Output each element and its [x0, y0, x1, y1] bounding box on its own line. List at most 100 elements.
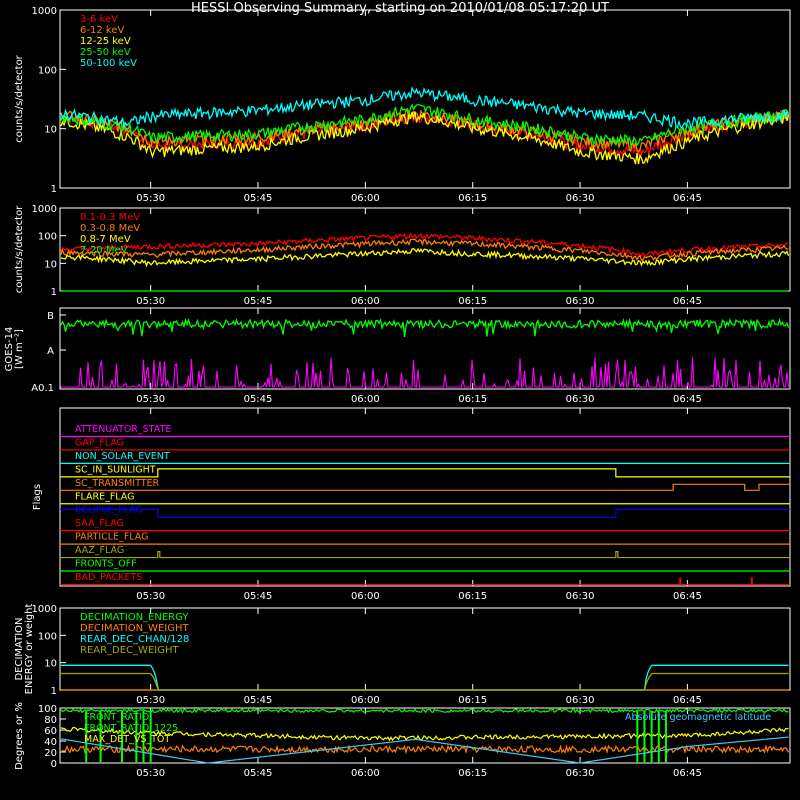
series-line [60, 247, 790, 268]
series-line [61, 664, 789, 691]
y-tick-label: 100 [38, 704, 57, 715]
legend-entry: 12-25 keV [80, 36, 131, 47]
y-tick-label: 100 [38, 631, 57, 642]
y-tick-label: 100 [38, 65, 57, 76]
y-tick-label: 20 [44, 748, 57, 759]
y-tick-label: 10 [44, 259, 57, 270]
x-tick-label: 05:45 [244, 296, 273, 307]
goes-green-line [60, 317, 790, 337]
x-tick-label: 05:30 [136, 768, 165, 779]
flag-label: NON_SOLAR_EVENT [75, 451, 170, 462]
y-axis-label: Degrees or % [14, 702, 25, 770]
legend-entry: Absolute geomagnetic latitude [625, 712, 771, 723]
flag-label: FLARE_FLAG [75, 491, 135, 502]
y-tick-label: 60 [44, 726, 57, 737]
series-line [60, 707, 789, 714]
x-tick-label: 06:30 [566, 695, 595, 706]
x-tick-label: 06:00 [351, 296, 380, 307]
legend-entry: FRONT_RATIO_1225 [84, 723, 178, 734]
x-tick-label: 05:30 [136, 296, 165, 307]
x-tick-label: 06:00 [351, 591, 380, 602]
legend-entry: DECIMATION_ENERGY [80, 612, 189, 623]
flag-label: BAD_PACKETS [75, 572, 142, 583]
flag-line [60, 483, 790, 491]
flag-label: ATTENUATOR_STATE [75, 424, 171, 435]
flag-label: FRONTS_OFF [75, 559, 137, 570]
y-tick-label: B [47, 311, 54, 322]
x-tick-label: 06:15 [458, 768, 487, 779]
y-tick-label: 1 [51, 287, 57, 298]
y-tick-label: 0 [51, 759, 57, 770]
y-axis-label: DECIMATION [14, 617, 25, 680]
flag-label: SC_IN_SUNLIGHT [75, 464, 156, 475]
x-tick-label: 06:15 [458, 193, 487, 204]
x-tick-label: 06:00 [351, 193, 380, 204]
y-tick-label: 1 [51, 686, 57, 697]
y-tick-label: A [47, 346, 54, 357]
x-tick-label: 06:45 [673, 394, 702, 405]
x-tick-label: 05:30 [136, 591, 165, 602]
y-tick-label: 10 [44, 659, 57, 670]
legend-entry: 50-100 keV [80, 58, 137, 69]
x-tick-label: 06:15 [458, 296, 487, 307]
x-tick-label: 05:45 [244, 394, 273, 405]
x-tick-label: 06:15 [458, 591, 487, 602]
legend-entry: 6-12 keV [80, 25, 124, 36]
x-tick-label: 06:30 [566, 768, 595, 779]
y-axis-label-2: [W m⁻²] [14, 329, 25, 369]
flag-label: SAA_FLAG [75, 518, 124, 529]
y-tick-label: 40 [44, 737, 57, 748]
x-tick-label: 06:00 [351, 695, 380, 706]
x-tick-label: 05:45 [244, 193, 273, 204]
y-tick-label: 10 [44, 125, 57, 136]
series-line [60, 232, 789, 258]
y-axis-label: counts/s/detector [14, 54, 25, 142]
x-tick-label: 05:30 [136, 394, 165, 405]
y-tick-label: 1000 [32, 6, 57, 17]
flag-line [60, 508, 790, 518]
series-line [60, 85, 790, 132]
legend-entry: 7-20 MeV [80, 245, 128, 256]
flag-label: PARTICLE_FLAG [75, 532, 148, 543]
legend-entry: 0.3-0.8 MeV [80, 223, 140, 234]
x-tick-label: 05:45 [244, 695, 273, 706]
series-line [60, 238, 789, 262]
y-axis-label-2: ENERGY or weight [24, 604, 35, 695]
x-tick-label: 05:45 [244, 768, 273, 779]
y-tick-label: 1000 [32, 204, 57, 215]
series-line [60, 103, 790, 148]
goes-magenta-line [61, 357, 790, 389]
x-tick-label: 05:45 [244, 591, 273, 602]
series-line [61, 672, 789, 691]
y-axis-label: GOES-14 [4, 327, 15, 372]
y-tick-label: 1000 [32, 604, 57, 615]
legend-entry: DECIMATION_WEIGHT [80, 623, 189, 634]
flag-line [60, 468, 790, 478]
x-tick-label: 06:45 [673, 296, 702, 307]
y-tick-label: 80 [44, 715, 57, 726]
x-tick-label: 06:30 [566, 394, 595, 405]
legend-entry: 3-6 keV [80, 14, 118, 25]
legend-entry: 25-50 keV [80, 47, 131, 58]
y-tick-label: A0.1 [31, 383, 54, 394]
y-axis-label: counts/s/detector [14, 205, 25, 293]
legend-entry: MAX_DET_VS_TOT [84, 734, 170, 745]
geomagnetic-latitude-line [60, 736, 789, 764]
flag-label: AAZ_FLAG [75, 545, 124, 556]
y-tick-label: 100 [38, 232, 57, 243]
legend-entry: REAR_DEC_WEIGHT [80, 645, 179, 656]
x-tick-label: 06:30 [566, 193, 595, 204]
panel-frame-flags [59, 407, 791, 587]
y-tick-label: 1 [51, 184, 57, 195]
flag-line [60, 550, 790, 559]
series-line [60, 726, 789, 742]
x-tick-label: 06:15 [458, 695, 487, 706]
y-axis-label: Flags [32, 484, 43, 510]
flag-label: ECLIPSE_FLAG [75, 505, 143, 516]
panel-frame-fronts [59, 707, 791, 764]
x-tick-label: 06:15 [458, 394, 487, 405]
panel-frame-goes [59, 307, 791, 390]
x-tick-label: 05:30 [136, 695, 165, 706]
x-tick-label: 06:30 [566, 591, 595, 602]
